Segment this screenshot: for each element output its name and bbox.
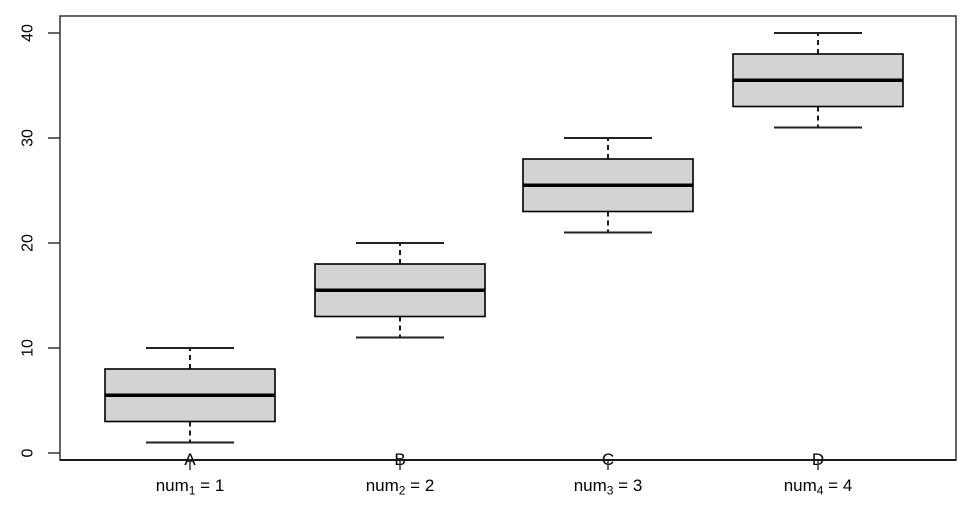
boxplot-group-B [314,242,486,339]
x-group-label: num2 = 2 [366,476,435,498]
boxplot-group-A [104,347,276,444]
x-group-label: num3 = 3 [574,476,643,498]
y-tick-label: 20 [20,234,37,252]
y-tick-label: 0 [20,448,37,457]
x-group-label: num4 = 4 [784,476,853,498]
boxplot-group-D [732,32,904,129]
y-tick-label: 30 [20,129,37,147]
y-tick-label: 40 [20,24,37,42]
y-tick-label: 10 [20,339,37,357]
boxplot-group-C [522,137,694,234]
x-group-label: num1 = 1 [156,476,225,498]
